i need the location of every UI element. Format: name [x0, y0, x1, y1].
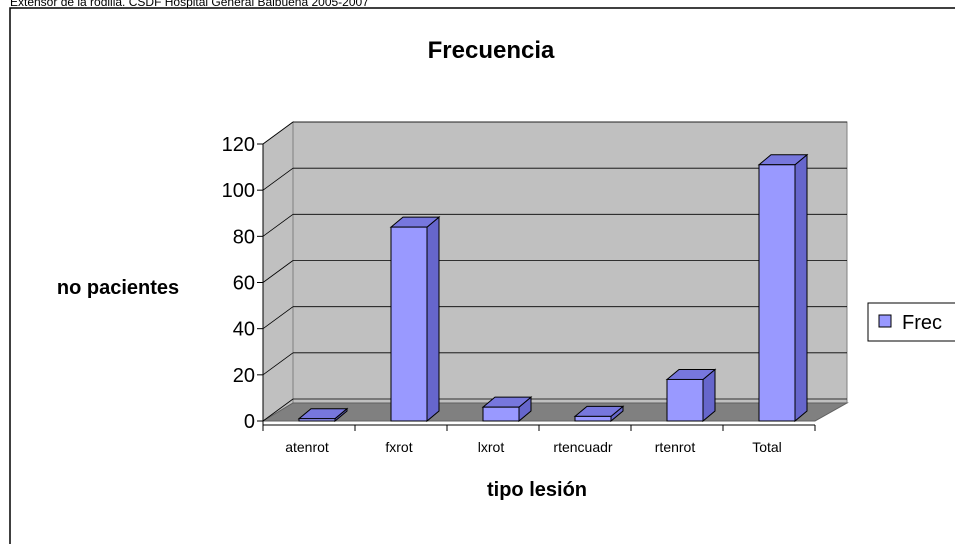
x-tick-label: Total	[752, 439, 782, 455]
grid-line	[262, 306, 294, 329]
chart-title: Frecuencia	[428, 37, 555, 64]
x-tick-label: fxrot	[385, 439, 412, 455]
grid-line	[262, 260, 294, 283]
x-tick-label: rtencuadr	[553, 439, 612, 455]
y-tick-label: 40	[233, 319, 255, 341]
x-tick-label: lxrot	[478, 439, 505, 455]
bar	[758, 164, 796, 422]
bar	[482, 406, 520, 422]
bar-side	[426, 216, 440, 423]
x-tick-label: rtenrot	[655, 439, 696, 455]
bar	[298, 418, 336, 422]
y-tick-label: 80	[233, 226, 255, 248]
bar-side	[794, 153, 808, 423]
bar	[666, 378, 704, 422]
legend-swatch	[878, 314, 892, 328]
x-axis-title: tipo lesión	[487, 479, 587, 501]
y-tick-label: 60	[233, 273, 255, 295]
y-tick-label: 100	[222, 180, 255, 202]
grid-line	[262, 121, 294, 145]
legend-label: Frec	[902, 312, 942, 334]
y-tick-label: 0	[244, 411, 255, 433]
grid-line	[262, 398, 294, 422]
grid-line	[262, 167, 294, 191]
bar	[390, 226, 428, 422]
x-tick-label: atenrot	[285, 439, 329, 455]
grid-line	[262, 352, 294, 376]
y-tick-label: 120	[222, 134, 255, 156]
bar	[574, 415, 612, 422]
y-tick-label: 20	[233, 365, 255, 387]
caption: Extensor de la rodilla. CSDF Hospital Ge…	[10, 0, 369, 9]
grid-line	[262, 214, 294, 237]
y-axis-title: no pacientes	[57, 277, 179, 299]
